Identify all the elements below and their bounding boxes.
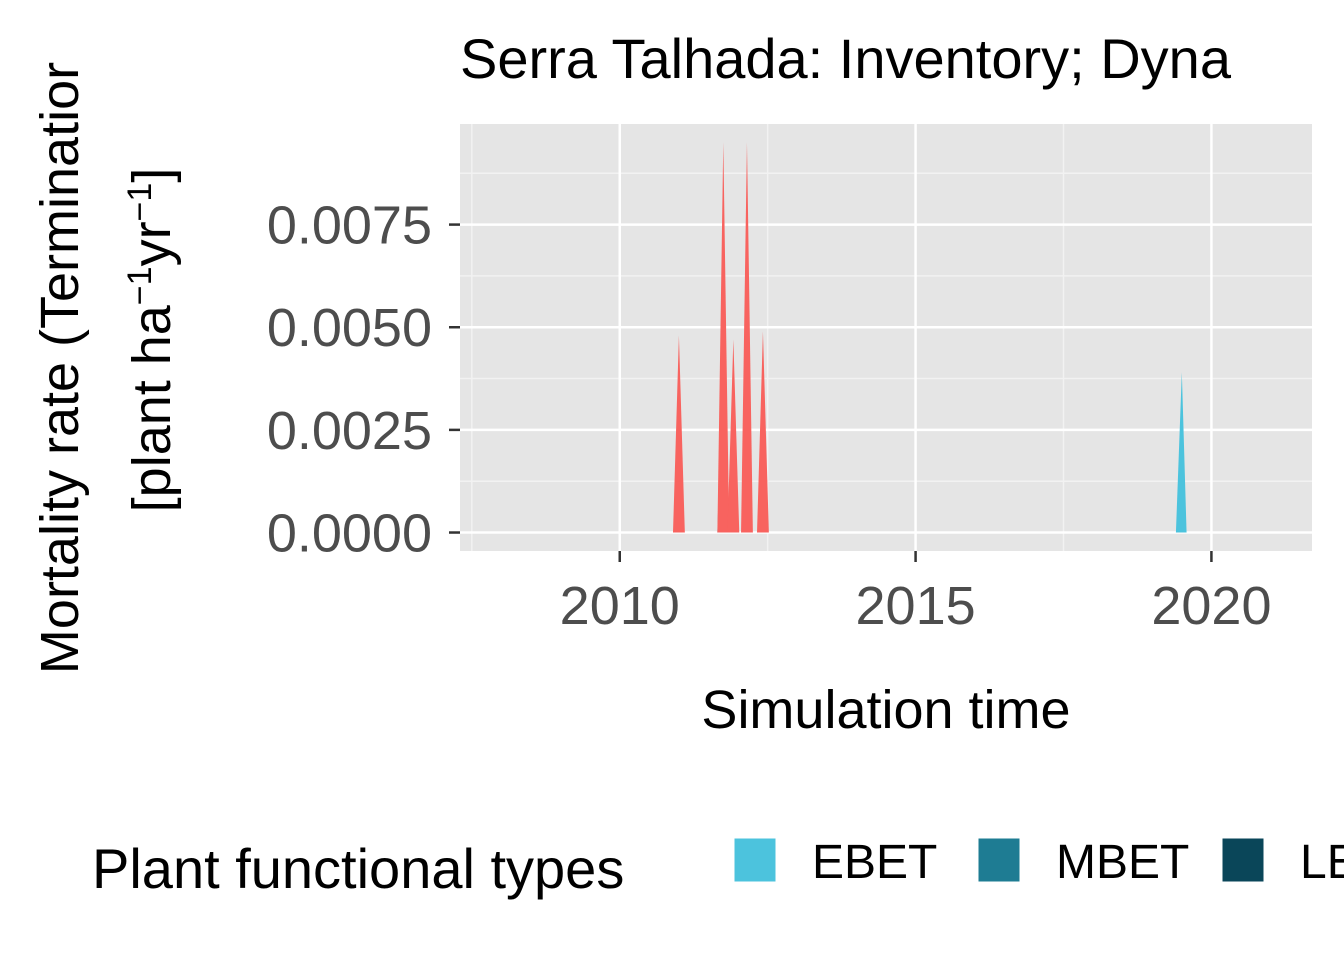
legend-key-ebet	[733, 837, 777, 883]
y-axis: 0.0000 0.0025 0.0050 0.0075	[267, 196, 460, 564]
y-tick-label: 0.0050	[267, 298, 432, 358]
area-series	[673, 142, 1187, 533]
x-axis: 2010 2015 2020	[560, 551, 1271, 636]
y-unit-exponent-2: −1	[121, 183, 159, 222]
legend-key-le	[1221, 837, 1265, 883]
legend-label-mbet: MBET	[1056, 836, 1189, 889]
legend-title: Plant functional types	[92, 837, 624, 900]
y-axis-title: Mortality rate (Terminatior [plant ha−1y…	[30, 62, 182, 674]
legend: Plant functional types EBET MBET LE	[92, 836, 1344, 900]
ebet-area-spike	[1175, 372, 1187, 533]
y-unit-close-bracket: ]	[122, 168, 182, 183]
unlabeled-area-spike	[741, 142, 753, 533]
y-tick-label: 0.0075	[267, 196, 432, 256]
x-tick-label: 2010	[560, 576, 680, 636]
y-axis-title-line1: Mortality rate (Terminatior	[30, 62, 90, 674]
y-unit-plant-ha: [plant ha	[122, 304, 182, 512]
y-unit-yr: yr	[122, 221, 182, 266]
unlabeled-area-spike	[757, 331, 769, 533]
legend-label-le: LE	[1300, 836, 1344, 889]
x-tick-label: 2015	[856, 576, 976, 636]
y-unit-exponent-1: −1	[121, 266, 159, 305]
y-axis-title-line2: [plant ha−1yr−1]	[121, 168, 182, 513]
x-tick-label: 2020	[1151, 576, 1271, 636]
gridlines	[460, 124, 1312, 551]
unlabeled-area-spike	[727, 339, 740, 533]
unlabeled-area-spike	[717, 142, 730, 533]
chart-title: Serra Talhada: Inventory; Dyna	[460, 27, 1232, 90]
legend-label-ebet: EBET	[812, 836, 937, 889]
unlabeled-area-spike	[673, 335, 685, 533]
plot-panel	[460, 124, 1312, 551]
x-axis-title: Simulation time	[701, 680, 1070, 740]
y-tick-label: 0.0025	[267, 401, 432, 461]
legend-key-mbet	[977, 837, 1021, 883]
y-tick-label: 0.0000	[267, 504, 432, 564]
